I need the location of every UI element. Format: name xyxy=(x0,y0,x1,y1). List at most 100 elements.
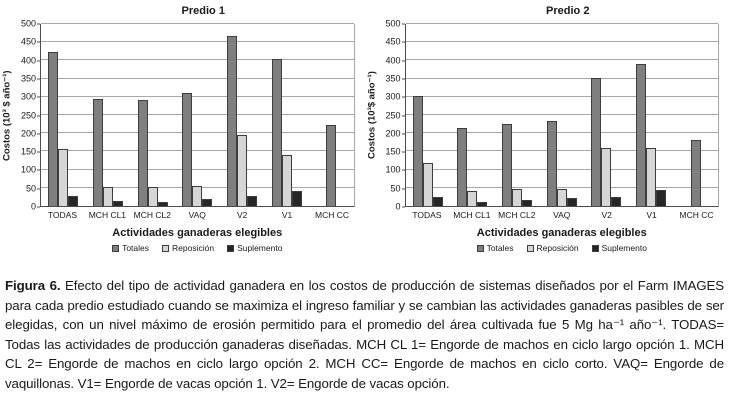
bar-reposición-v2 xyxy=(601,147,612,206)
bar-suplemento-mch-cl1 xyxy=(112,200,123,206)
bar-group-mch-cc xyxy=(309,24,354,206)
legend-label: Totales xyxy=(122,243,149,253)
legend-swatch-icon xyxy=(526,244,534,252)
chart-body: Costos (10³$ año⁻¹) 0 50 100 150 200 250 300 35… xyxy=(365,19,729,253)
y-tick-label: 0 xyxy=(395,202,404,212)
y-tick-label: 0 xyxy=(31,202,40,212)
bar-totales-todas xyxy=(48,52,59,206)
bar-group-todas xyxy=(41,24,86,206)
bar-totales-mch-cc xyxy=(326,125,337,206)
y-tick-label: 350 xyxy=(21,74,40,83)
bar-group-v1 xyxy=(629,24,674,206)
y-tick-label: 500 xyxy=(21,19,40,29)
y-axis-label: Costos (10³$ año⁻¹) xyxy=(366,71,377,160)
y-tick-label: 300 xyxy=(385,92,404,102)
bar-group-vaq xyxy=(175,24,220,206)
bar-suplemento-todas xyxy=(68,196,79,206)
x-tick-label: MCH CL1 xyxy=(453,210,491,220)
legend-label: Totales xyxy=(486,243,514,253)
bar-group-v2 xyxy=(220,24,265,206)
bar-group-mch-cl1 xyxy=(86,24,131,206)
plot-column: TODAS MCH CL1 MCH CL2 VAQ V2 V1 MCH CC Activid… xyxy=(40,23,365,253)
x-tick-label: V2 xyxy=(601,210,612,220)
legend-item-reposición: Reposición xyxy=(162,243,214,253)
y-tick-label: 100 xyxy=(385,165,404,175)
bar-totales-mch-cl1 xyxy=(92,98,103,206)
bar-reposición-vaq xyxy=(192,185,203,206)
chart-title: Predio 2 xyxy=(546,5,590,17)
bar-group-mch-cl1 xyxy=(450,24,495,206)
legend-label: Suplemento xyxy=(237,243,283,253)
legend-label: Reposición xyxy=(172,243,215,253)
bar-totales-mch-cl2 xyxy=(502,124,513,206)
bar-reposición-mch-cl2 xyxy=(147,187,158,206)
gridline xyxy=(405,168,718,170)
x-tick-label: VAQ xyxy=(188,210,206,220)
plot-column: TODAS MCH CL1 MCH CL2 VAQ V2 V1 MCH CC Activid… xyxy=(404,23,729,253)
x-axis-label: Actividades ganaderas elegibles xyxy=(112,227,283,239)
bar-reposición-vaq xyxy=(556,188,567,206)
bars xyxy=(406,24,719,206)
y-tick-label: 100 xyxy=(21,165,40,175)
chart-legend: Totales Reposición Suplemento xyxy=(40,243,355,253)
bar-suplemento-v1 xyxy=(291,191,302,206)
caption-text: Efecto del tipo de actividad ganadera en… xyxy=(5,278,724,391)
bar-reposición-todas xyxy=(58,148,69,206)
gridline xyxy=(41,132,354,134)
gridline xyxy=(405,114,718,115)
x-axis-label: Actividades ganaderas elegibles xyxy=(476,227,647,239)
x-tick-label: V1 xyxy=(281,210,293,220)
bar-suplemento-v2 xyxy=(611,196,622,206)
bar-suplemento-v2 xyxy=(246,195,257,206)
bar-suplemento-mch-cl2 xyxy=(157,202,168,206)
bar-reposición-v1 xyxy=(281,155,292,206)
gridline xyxy=(405,77,718,79)
y-tick-label: 150 xyxy=(385,147,404,157)
bar-group-mch-cl2 xyxy=(130,24,175,206)
x-tick-label: MCH CL2 xyxy=(498,210,536,220)
bar-reposición-mch-cl2 xyxy=(512,188,523,206)
caption-label: Figura 6. xyxy=(5,278,61,293)
bar-totales-v2 xyxy=(226,36,237,206)
y-tick-label: 150 xyxy=(21,147,40,157)
gridline xyxy=(41,150,354,152)
legend-swatch-icon xyxy=(591,244,599,252)
chart-body: Costos (10³ $ año⁻¹) 0 50 100 150 200 250 300 3… xyxy=(0,19,365,253)
bar-totales-mch-cl1 xyxy=(457,127,468,206)
bar-totales-vaq xyxy=(546,120,557,206)
legend-swatch-icon xyxy=(162,244,169,252)
y-tick-label: 400 xyxy=(21,56,40,65)
x-tick-label: MCH CC xyxy=(314,210,349,220)
bar-reposición-mch-cl1 xyxy=(102,187,113,206)
chart-predio-2: Predio 2 Costos (10³$ año⁻¹) 0 50 100 150 20… xyxy=(365,0,729,270)
y-tick-label: 200 xyxy=(21,129,40,138)
legend-swatch-icon xyxy=(112,244,120,252)
charts-row: Predio 1 Costos (10³ $ año⁻¹) 0 50 100 150 2… xyxy=(0,0,729,270)
bar-reposición-v2 xyxy=(236,135,247,206)
gridline xyxy=(405,150,718,152)
bar-group-mch-cc xyxy=(673,24,718,206)
legend-label: Reposición xyxy=(536,243,579,253)
bar-reposición-v1 xyxy=(646,147,657,206)
gridline xyxy=(405,95,718,97)
gridline xyxy=(41,168,354,170)
legend-item-totales: Totales xyxy=(476,243,514,253)
bar-totales-vaq xyxy=(182,93,193,206)
gridline xyxy=(405,41,718,43)
bar-totales-mch-cl2 xyxy=(137,99,148,206)
x-tick-label: MCH CL1 xyxy=(88,210,127,220)
bar-totales-v2 xyxy=(591,77,602,206)
y-tick-label: 250 xyxy=(385,111,404,120)
gridline xyxy=(41,23,354,24)
bar-totales-v1 xyxy=(636,64,647,206)
x-tick-label: VAQ xyxy=(553,210,571,220)
bar-group-mch-cl2 xyxy=(495,24,540,206)
bars xyxy=(41,24,354,206)
y-axis-ticks: 0 50 100 150 200 250 300 350 400 450 500 xyxy=(379,19,405,211)
gridline xyxy=(41,114,354,115)
y-tick-label: 50 xyxy=(26,184,40,193)
plot-area xyxy=(404,23,719,207)
gridline xyxy=(41,77,354,79)
x-tick-label: TODAS xyxy=(47,210,78,220)
